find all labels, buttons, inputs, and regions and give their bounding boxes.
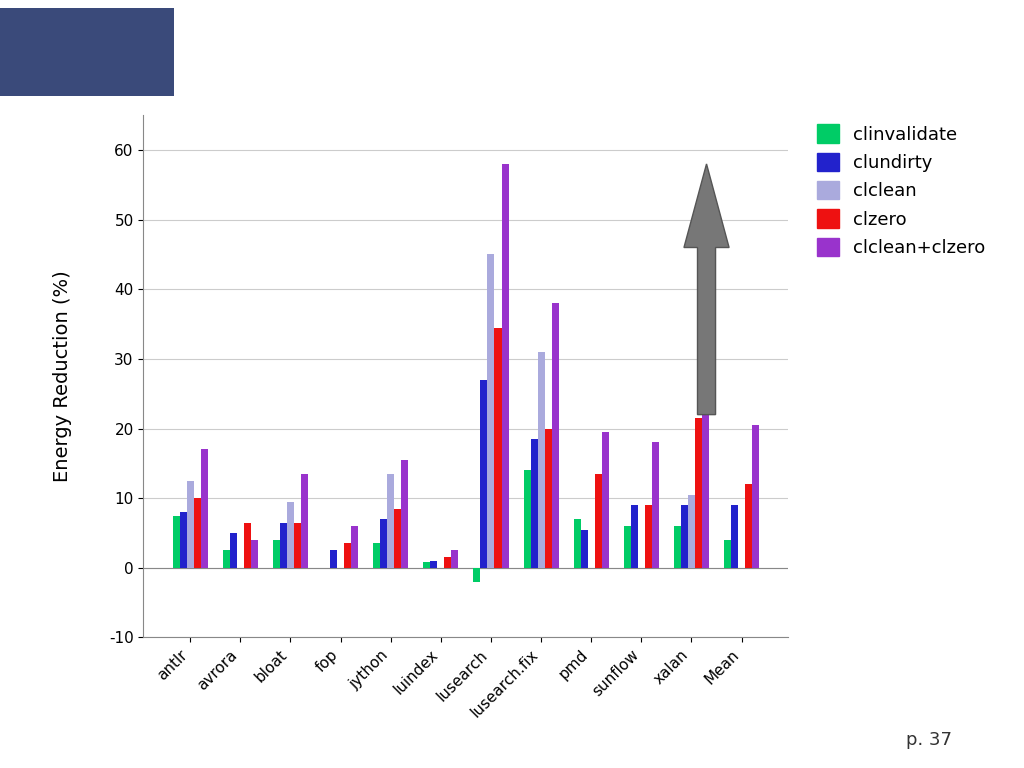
Bar bbox=[351, 526, 358, 568]
Bar bbox=[229, 533, 237, 568]
Bar bbox=[251, 540, 258, 568]
Bar bbox=[280, 522, 287, 568]
Bar bbox=[753, 425, 759, 568]
Bar bbox=[330, 551, 337, 568]
Y-axis label: Energy Reduction (%): Energy Reduction (%) bbox=[53, 270, 73, 482]
Bar bbox=[545, 429, 552, 568]
Bar bbox=[724, 540, 731, 568]
Bar bbox=[502, 164, 509, 568]
Polygon shape bbox=[684, 164, 729, 415]
Bar bbox=[674, 526, 681, 568]
Bar bbox=[631, 505, 638, 568]
Bar bbox=[186, 481, 194, 568]
Text: Total DRAM Energy (8MB nursery): Total DRAM Energy (8MB nursery) bbox=[238, 35, 930, 69]
Bar bbox=[179, 512, 186, 568]
Bar bbox=[287, 502, 294, 568]
Bar bbox=[173, 515, 179, 568]
Bar bbox=[430, 561, 437, 568]
Bar bbox=[624, 526, 631, 568]
Bar bbox=[573, 519, 581, 568]
Bar bbox=[201, 449, 208, 568]
Bar bbox=[688, 495, 695, 568]
Bar bbox=[380, 519, 387, 568]
Bar bbox=[681, 505, 688, 568]
Bar bbox=[581, 529, 588, 568]
Bar bbox=[394, 508, 401, 568]
Bar bbox=[401, 460, 409, 568]
Bar bbox=[444, 558, 452, 568]
Text: p. 37: p. 37 bbox=[906, 731, 952, 749]
Bar bbox=[387, 474, 394, 568]
Bar bbox=[194, 498, 201, 568]
Bar bbox=[602, 432, 609, 568]
Bar bbox=[495, 328, 502, 568]
Bar bbox=[538, 352, 545, 568]
Bar bbox=[273, 540, 280, 568]
Bar bbox=[301, 474, 308, 568]
Bar bbox=[652, 442, 658, 568]
Bar bbox=[223, 551, 229, 568]
Bar bbox=[423, 562, 430, 568]
Bar bbox=[344, 544, 351, 568]
Bar bbox=[480, 380, 487, 568]
Bar bbox=[702, 359, 709, 568]
Bar bbox=[745, 485, 753, 568]
Bar bbox=[473, 568, 480, 581]
Bar bbox=[487, 254, 495, 568]
Bar bbox=[731, 505, 738, 568]
Bar bbox=[552, 303, 559, 568]
Bar bbox=[695, 418, 702, 568]
Bar bbox=[530, 439, 538, 568]
Bar bbox=[452, 551, 459, 568]
Bar bbox=[373, 544, 380, 568]
Bar bbox=[244, 522, 251, 568]
Legend: clinvalidate, clundirty, clclean, clzero, clclean+clzero: clinvalidate, clundirty, clclean, clzero… bbox=[817, 124, 985, 257]
Bar bbox=[294, 522, 301, 568]
Bar bbox=[645, 505, 652, 568]
Bar bbox=[523, 470, 530, 568]
Bar bbox=[595, 474, 602, 568]
FancyBboxPatch shape bbox=[0, 8, 174, 96]
